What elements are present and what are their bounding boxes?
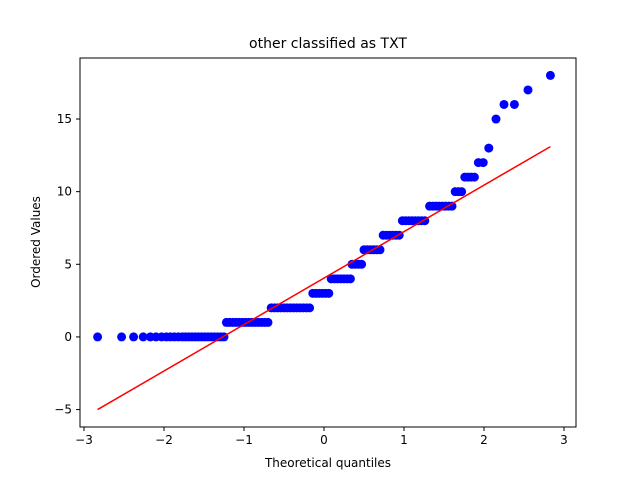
y-tick-label: 15 xyxy=(57,112,72,126)
x-tick-label: 2 xyxy=(480,433,488,447)
data-point-103 xyxy=(469,172,479,182)
data-point-111 xyxy=(545,70,555,80)
x-tick-label: −1 xyxy=(235,433,253,447)
data-point-99 xyxy=(457,187,467,197)
data-point-108 xyxy=(499,99,509,109)
data-point-51 xyxy=(305,303,315,313)
y-tick-label: 0 xyxy=(64,330,72,344)
fit-line xyxy=(97,145,551,411)
data-point-1 xyxy=(117,332,127,342)
data-point-68 xyxy=(357,259,367,269)
data-point-107 xyxy=(491,114,501,124)
data-point-96 xyxy=(447,201,457,211)
chart-title: other classified as TXT xyxy=(249,36,407,52)
y-axis-label: Ordered Values xyxy=(29,196,43,288)
data-point-106 xyxy=(484,143,494,153)
axes-frame xyxy=(79,57,577,428)
fit-line-layer xyxy=(97,145,551,411)
y-tick-label: 5 xyxy=(64,257,72,271)
x-axis-label: Theoretical quantiles xyxy=(264,456,391,470)
data-point-110 xyxy=(523,85,533,95)
data-point-105 xyxy=(478,158,488,168)
data-point-2 xyxy=(129,332,139,342)
data-point-109 xyxy=(509,99,519,109)
data-point-0 xyxy=(93,332,103,342)
axes xyxy=(79,57,577,428)
y-tick-label: −5 xyxy=(54,403,72,417)
data-point-38 xyxy=(263,317,273,327)
x-tick-label: 3 xyxy=(560,433,568,447)
x-tick-label: −2 xyxy=(155,433,173,447)
x-tick-label: 1 xyxy=(400,433,408,447)
ticks: −3 −2 −1 0 1 2 3 −5 0 5 10 15 xyxy=(54,112,568,447)
x-tick-label: 0 xyxy=(320,433,328,447)
plot-area-background xyxy=(80,58,576,427)
data-point-3 xyxy=(138,332,148,342)
x-tick-label: −3 xyxy=(75,433,93,447)
y-tick-label: 10 xyxy=(57,185,72,199)
data-point-57 xyxy=(324,288,334,298)
data-point-64 xyxy=(345,274,355,284)
